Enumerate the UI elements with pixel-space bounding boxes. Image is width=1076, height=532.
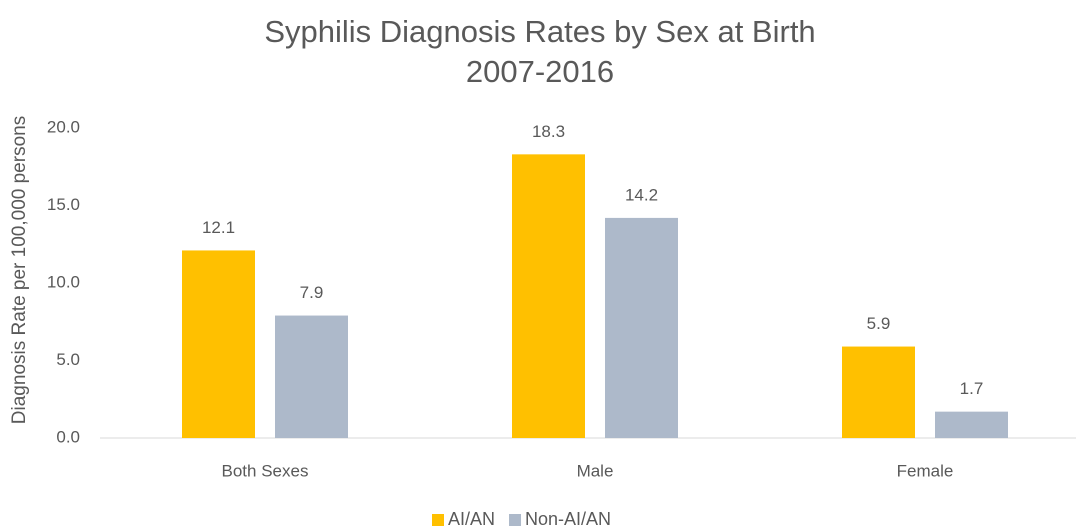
bar	[842, 346, 915, 438]
bar	[512, 154, 585, 438]
value-label: 7.9	[300, 283, 324, 302]
legend-swatch	[432, 514, 444, 526]
value-label: 14.2	[625, 185, 658, 204]
legend-label: Non-AI/AN	[525, 509, 611, 529]
value-label: 18.3	[532, 122, 565, 141]
y-tick-label: 5.0	[56, 350, 80, 369]
value-label: 12.1	[202, 218, 235, 237]
bar	[275, 315, 348, 438]
bar	[605, 217, 678, 438]
legend-swatch	[509, 514, 522, 526]
y-tick-label: 0.0	[56, 427, 80, 446]
value-label: 1.7	[960, 379, 984, 398]
chart-subtitle: 2007-2016	[466, 54, 614, 89]
chart-title: Syphilis Diagnosis Rates by Sex at Birth	[264, 14, 815, 49]
y-axis-label: Diagnosis Rate per 100,000 persons	[9, 116, 30, 424]
legend-label: AI/AN	[448, 509, 495, 529]
bar	[935, 411, 1008, 438]
x-tick-label: Both Sexes	[222, 461, 309, 480]
x-tick-label: Female	[897, 461, 954, 480]
value-label: 5.9	[867, 314, 891, 333]
y-tick-label: 20.0	[47, 117, 80, 136]
bar	[182, 250, 255, 438]
y-tick-label: 10.0	[47, 272, 80, 291]
y-tick-label: 15.0	[47, 195, 80, 214]
x-tick-label: Male	[577, 461, 614, 480]
